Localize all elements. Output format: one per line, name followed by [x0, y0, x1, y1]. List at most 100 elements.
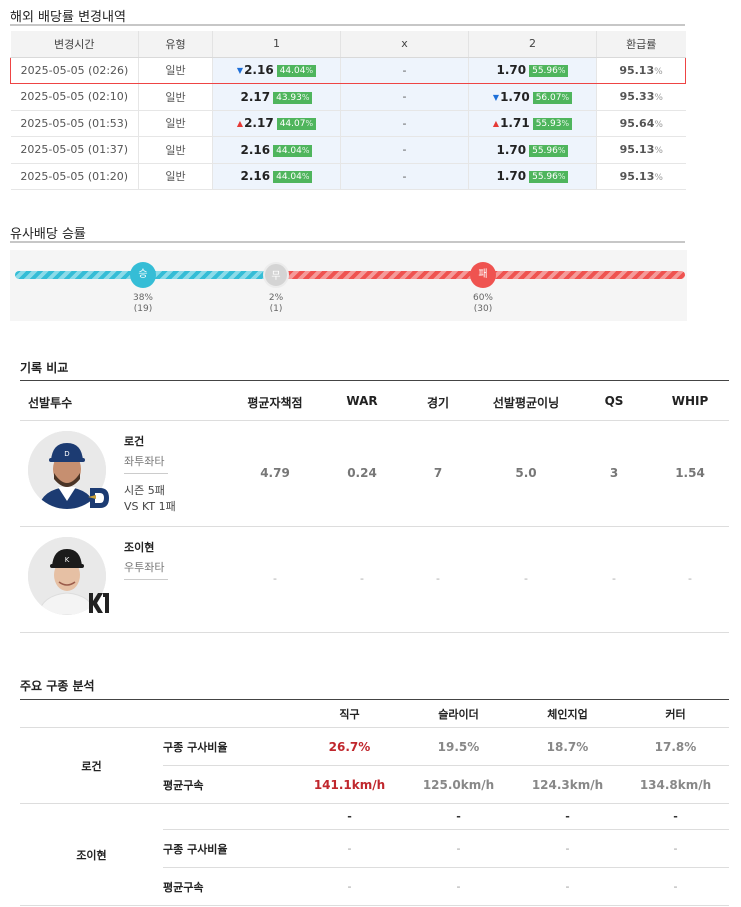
hdr-games: 경기 [426, 396, 450, 410]
ratio-value: - [513, 829, 622, 868]
odds-row: 2025-05-05 (02:10) 일반 2.17 43.93% - ▼1.70 56.0… [10, 83, 686, 111]
odds-row: 2025-05-05 (02:26) 일반 ▼2.16 44.04% - 1.70 55.9… [10, 56, 686, 84]
arrow-down-icon: ▼ [492, 92, 500, 102]
stat-games: - [436, 572, 440, 585]
loss-marker: 패 [470, 262, 496, 288]
odds-draw: - [402, 63, 407, 77]
stat-avg-inn: - [524, 572, 528, 585]
odds-home-pct: 44.04% [273, 171, 313, 184]
pitcher-divider [124, 579, 168, 580]
odds-payout: 95.64% [596, 110, 686, 137]
hdr-whip: WHIP [671, 394, 709, 408]
odds-type: 일반 [138, 110, 213, 137]
col-payout: 환급률 [596, 31, 686, 58]
odds-draw: - [402, 169, 407, 183]
odds-home: 2.17 [244, 116, 274, 131]
draw-count: (1) [269, 304, 283, 314]
stat-whip: - [688, 572, 692, 585]
ratio-value: 17.8% [622, 727, 729, 766]
odds-away-pct: 55.96% [529, 144, 569, 157]
odds-home-cell[interactable]: 2.16 44.04% [212, 163, 341, 190]
winrate-section-title: 유사배당 승률 [10, 227, 86, 242]
col-away: 2 [468, 31, 597, 58]
pitch-type-1: 직구 [295, 699, 404, 728]
odds-home-pct: 44.04% [276, 65, 317, 78]
odds-home-cell[interactable]: ▲2.17 44.07% [212, 110, 341, 137]
pitcher-hand: 좌투좌타 [124, 455, 165, 468]
speed-label: 평균구속 [163, 765, 295, 804]
odds-away-pct: 55.96% [529, 171, 569, 184]
odds-time: 2025-05-05 (01:37) [10, 136, 139, 164]
odds-away-cell[interactable]: ▼1.70 56.07% [468, 83, 597, 111]
odds-time: 2025-05-05 (02:26) [10, 56, 139, 84]
odds-draw-cell[interactable]: - [340, 163, 469, 190]
odds-away-cell[interactable]: 1.70 55.96% [468, 163, 597, 190]
loss-count: (30) [473, 304, 493, 314]
ratio-value: 19.5% [404, 727, 513, 766]
ratio-value: - [404, 829, 513, 868]
speed-value: 134.8km/h [622, 765, 729, 804]
season-record: 시즌 5패 [124, 484, 165, 497]
pitch-pitcher-name: 조이현 [20, 803, 163, 906]
odds-row: 2025-05-05 (01:20) 일반 2.16 44.04% -1.70 55.96… [10, 163, 686, 190]
hdr-era: 평균자책점 [247, 396, 303, 410]
type-value: - [295, 803, 404, 830]
odds-away-cell[interactable]: ▲1.71 55.93% [468, 110, 597, 137]
odds-away-pct: 55.96% [529, 65, 569, 78]
odds-away: 1.71 [500, 116, 530, 131]
ratio-value: 26.7% [295, 727, 404, 766]
type-value: - [404, 803, 513, 830]
ratio-value: - [622, 829, 729, 868]
odds-draw-cell[interactable]: - [340, 83, 469, 111]
pitch-pitcher-name: 로건 [20, 727, 163, 804]
speed-value: - [295, 867, 404, 906]
speed-value: - [622, 867, 729, 906]
odds-draw-cell[interactable]: - [340, 136, 469, 164]
odds-away-pct: 55.93% [532, 118, 573, 131]
pitch-hdr-empty [163, 699, 295, 728]
col-draw: x [340, 31, 469, 58]
odds-home-cell[interactable]: 2.16 44.04% [212, 136, 341, 164]
record-header: 선발투수 평균자책점 WAR 경기 선발평균이닝 QS WHIP [20, 380, 729, 421]
odds-away-cell[interactable]: 1.70 55.96% [468, 56, 597, 84]
svg-text:K: K [65, 556, 70, 564]
odds-away-cell[interactable]: 1.70 55.96% [468, 136, 597, 164]
team-logo-kt [86, 589, 112, 617]
odds-type: 일반 [138, 56, 213, 84]
stat-qs: 3 [609, 466, 619, 480]
odds-draw-cell[interactable]: - [340, 110, 469, 137]
ratio-label: 구종 구사비율 [163, 829, 295, 868]
odds-home-cell[interactable]: ▼2.16 44.04% [212, 56, 341, 84]
speed-label: 평균구속 [163, 867, 295, 906]
odds-away: 1.70 [500, 89, 530, 104]
hdr-starter: 선발투수 [28, 396, 73, 410]
odds-time: 2025-05-05 (01:20) [10, 163, 139, 190]
speed-value: - [513, 867, 622, 906]
odds-home-pct: 44.07% [276, 118, 317, 131]
speed-value: 124.3km/h [513, 765, 622, 804]
pitch-type-row-empty [163, 803, 295, 830]
arrow-up-icon: ▲ [236, 119, 244, 129]
odds-home: 2.16 [240, 169, 271, 184]
odds-home-cell[interactable]: 2.17 43.93% [212, 83, 341, 111]
winrate-title-rule [10, 241, 685, 243]
stat-war: - [360, 572, 364, 585]
pitcher-hand: 우투좌타 [124, 561, 165, 574]
odds-draw-cell[interactable]: - [340, 56, 469, 84]
pitch-type-3: 체인지업 [513, 699, 622, 728]
avatar: D [28, 431, 106, 509]
stat-avg-inn: 5.0 [515, 466, 537, 480]
arrow-up-icon: ▲ [492, 119, 500, 129]
odds-payout: 95.13% [596, 163, 686, 190]
pitcher-name: 로건 [124, 435, 145, 448]
odds-away: 1.70 [496, 63, 527, 78]
stat-whip: 1.54 [675, 466, 705, 480]
odds-draw: - [402, 90, 407, 104]
ratio-value: - [295, 829, 404, 868]
odds-row: 2025-05-05 (01:53) 일반 ▲2.17 44.07% - ▲1.71 55.… [10, 110, 686, 137]
winrate-panel: 승 38% (19) 무 2% (1) 패 60% (30) [10, 250, 687, 321]
pitcher-record: 시즌 5패 VS KT 1패 [124, 483, 176, 515]
draw-pct: 2% [268, 293, 284, 303]
odds-table: 변경시간 유형 1 x 2 환급률 2025-05-05 (02:26) 일반 ▼2… [10, 31, 686, 190]
odds-home-pct: 43.93% [273, 91, 313, 104]
